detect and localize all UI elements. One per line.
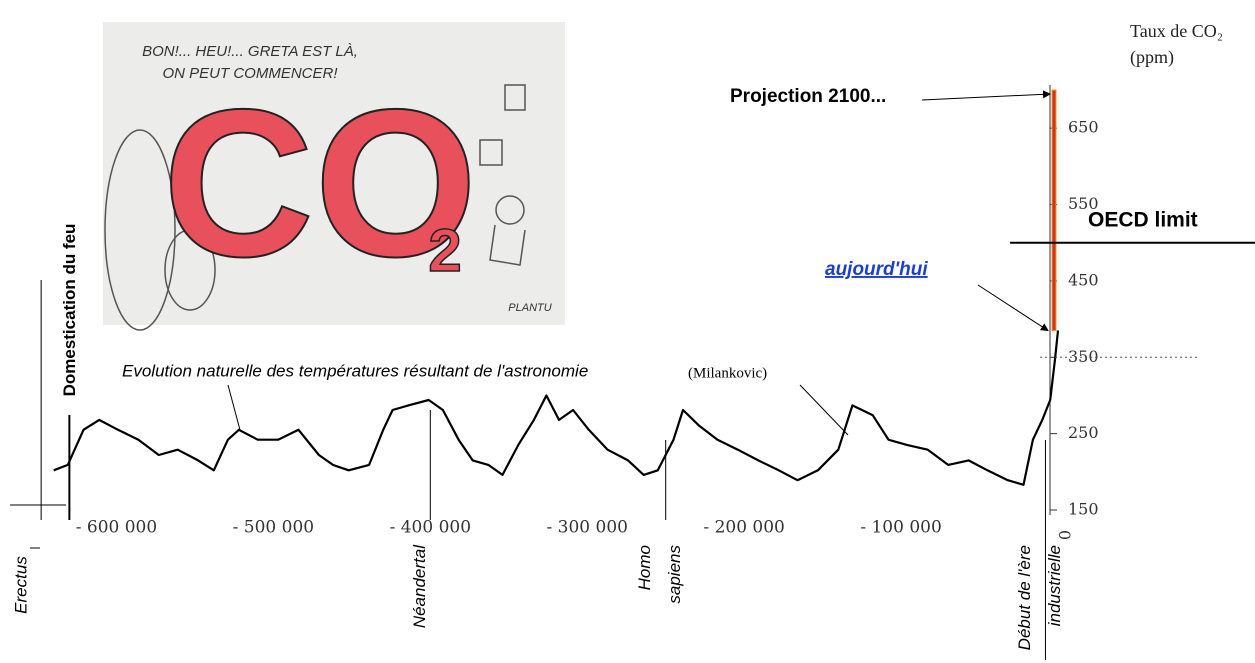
annotation: Evolution naturelle des températures rés…: [122, 361, 588, 380]
annotation-pointer: [799, 384, 849, 436]
projection-bar: [1051, 89, 1057, 332]
cartoon-speech: BON!... HEU!... GRETA EST LÀ,: [142, 43, 358, 60]
cartoon-figures: [104, 84, 526, 331]
y-tick-label: 550: [1068, 194, 1099, 213]
x-tick-label: - 400 000: [390, 518, 471, 538]
y-tick-label: 250: [1068, 423, 1099, 442]
today-link[interactable]: aujourd'hui: [825, 259, 928, 280]
y-axis-title: Taux de CO₂ (ppm): [1130, 21, 1223, 67]
projection-label: Projection 2100...: [730, 86, 886, 107]
co2-line: [53, 330, 1060, 486]
event-label: Homo: [635, 545, 654, 590]
projection-arrow: [921, 90, 1051, 101]
today-arrow: [977, 284, 1049, 332]
cartoon-signature: PLANTU: [508, 302, 551, 314]
event-label: Domestication du feu: [60, 224, 79, 397]
annotation-source: (Milankovic): [688, 365, 767, 381]
x-tick-label: - 100 000: [860, 518, 941, 538]
cartoon-frame: [103, 22, 565, 325]
event-label: Erectus: [11, 556, 30, 614]
cartoon-co: CO: [163, 65, 478, 300]
event-label: Début de l'ère: [1015, 545, 1034, 650]
y-tick-label: 150: [1068, 500, 1099, 519]
x-tick-label: - 500 000: [233, 518, 314, 538]
limit-label: OECD limit: [1088, 208, 1198, 231]
event-label: sapiens: [665, 545, 684, 604]
cartoon-speech: ON PEUT COMMENCER!: [162, 65, 338, 82]
y-tick-label: 650: [1068, 118, 1099, 137]
x-tick-label: - 300 000: [547, 518, 628, 538]
x-tick-label: - 200 000: [703, 518, 784, 538]
x-tick-label: 0: [1056, 530, 1075, 540]
y-tick-label: 350: [1068, 347, 1099, 366]
x-tick-label: - 600 000: [76, 518, 157, 538]
cartoon-subscript: 2: [428, 217, 461, 284]
annotation-pointer: [227, 384, 241, 431]
event-label: industrielle: [1045, 545, 1064, 626]
y-tick-label: 450: [1068, 270, 1099, 289]
event-label: Néandertal: [410, 544, 429, 628]
